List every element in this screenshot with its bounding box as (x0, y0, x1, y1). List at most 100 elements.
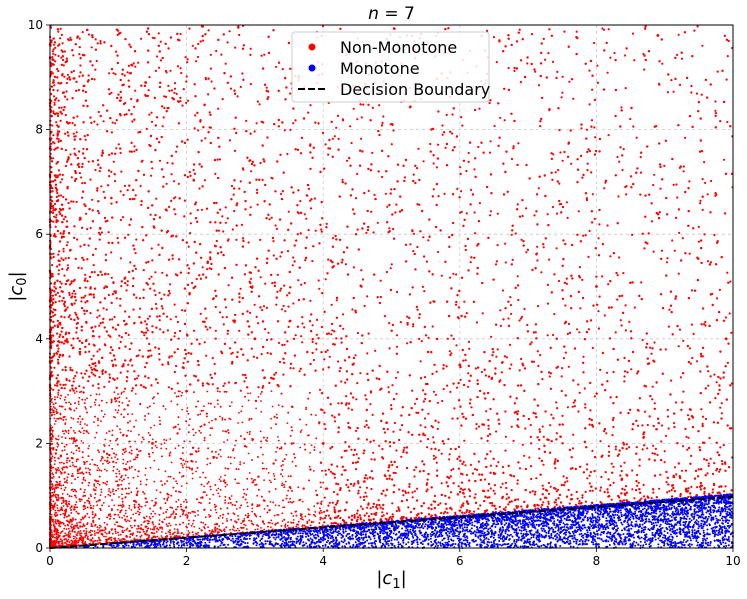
point-non-monotone (479, 504, 481, 506)
point-non-monotone (192, 523, 194, 525)
point-non-monotone (57, 446, 59, 448)
point-non-monotone (721, 412, 723, 414)
point-non-monotone (106, 402, 108, 404)
point-non-monotone (470, 406, 472, 408)
point-non-monotone (214, 363, 216, 365)
point-non-monotone (309, 452, 311, 454)
point-non-monotone (99, 239, 101, 241)
point-non-monotone (703, 161, 705, 163)
point-non-monotone (617, 274, 619, 276)
point-non-monotone (684, 428, 686, 430)
point-non-monotone (199, 528, 201, 530)
point-non-monotone (702, 423, 704, 425)
point-non-monotone (237, 515, 239, 517)
point-non-monotone (101, 491, 103, 493)
point-non-monotone (248, 400, 250, 402)
point-non-monotone (152, 452, 154, 454)
point-non-monotone (115, 147, 117, 149)
point-non-monotone (723, 444, 725, 446)
point-non-monotone (269, 218, 271, 220)
point-non-monotone (432, 436, 434, 438)
point-non-monotone (436, 469, 438, 471)
point-non-monotone (101, 470, 103, 472)
point-non-monotone (371, 470, 373, 472)
point-non-monotone (491, 502, 493, 504)
point-non-monotone (275, 504, 277, 506)
point-non-monotone (103, 536, 105, 538)
point-non-monotone (426, 482, 428, 484)
point-non-monotone (611, 499, 613, 501)
point-non-monotone (257, 101, 259, 103)
point-non-monotone (240, 180, 242, 182)
point-non-monotone (314, 122, 316, 124)
point-non-monotone (84, 278, 86, 280)
point-non-monotone (85, 507, 87, 509)
point-non-monotone (153, 524, 155, 526)
point-non-monotone (604, 491, 606, 493)
point-non-monotone (132, 309, 134, 311)
point-non-monotone (371, 513, 373, 515)
point-non-monotone (505, 482, 507, 484)
point-non-monotone (243, 489, 245, 491)
point-non-monotone (202, 382, 204, 384)
point-non-monotone (139, 308, 141, 310)
point-non-monotone (433, 441, 435, 443)
point-non-monotone (94, 271, 96, 273)
point-non-monotone (278, 440, 280, 442)
point-non-monotone (384, 315, 386, 317)
point-non-monotone (438, 449, 440, 451)
point-non-monotone (329, 356, 331, 358)
point-non-monotone (713, 374, 715, 376)
point-non-monotone (88, 161, 90, 163)
point-non-monotone (384, 431, 386, 433)
point-non-monotone (463, 440, 465, 442)
point-non-monotone (308, 188, 310, 190)
point-non-monotone (342, 313, 344, 315)
point-non-monotone (270, 427, 272, 429)
point-non-monotone (147, 318, 149, 320)
point-non-monotone (229, 529, 231, 531)
point-non-monotone (260, 431, 262, 433)
point-non-monotone (158, 469, 160, 471)
point-non-monotone (125, 289, 127, 291)
point-non-monotone (522, 215, 524, 217)
point-non-monotone (607, 491, 609, 493)
point-non-monotone (322, 368, 324, 370)
point-non-monotone (336, 502, 338, 504)
point-non-monotone (143, 439, 145, 441)
point-non-monotone (387, 386, 389, 388)
point-non-monotone (603, 187, 605, 189)
point-non-monotone (261, 55, 263, 57)
point-non-monotone (431, 508, 433, 510)
point-non-monotone (463, 461, 465, 463)
point-non-monotone (103, 307, 105, 309)
point-non-monotone (229, 347, 231, 349)
point-non-monotone (432, 325, 434, 327)
point-non-monotone (120, 484, 122, 486)
point-non-monotone (536, 259, 538, 261)
point-non-monotone (501, 371, 503, 373)
point-non-monotone (406, 316, 408, 318)
point-non-monotone (548, 493, 550, 495)
point-non-monotone (305, 218, 307, 220)
point-non-monotone (130, 430, 132, 432)
point-non-monotone (496, 260, 498, 262)
point-non-monotone (412, 325, 414, 327)
point-non-monotone (100, 489, 102, 491)
point-non-monotone (247, 432, 249, 434)
point-non-monotone (422, 236, 424, 238)
point-non-monotone (54, 463, 56, 465)
point-non-monotone (126, 469, 128, 471)
point-non-monotone (98, 315, 100, 317)
point-non-monotone (61, 34, 63, 36)
point-non-monotone (388, 391, 390, 393)
point-non-monotone (427, 413, 429, 415)
point-non-monotone (125, 488, 127, 490)
point-non-monotone (639, 459, 641, 461)
point-non-monotone (526, 324, 528, 326)
point-non-monotone (93, 264, 95, 266)
point-non-monotone (573, 402, 575, 404)
point-non-monotone (59, 398, 61, 400)
point-non-monotone (133, 150, 135, 152)
